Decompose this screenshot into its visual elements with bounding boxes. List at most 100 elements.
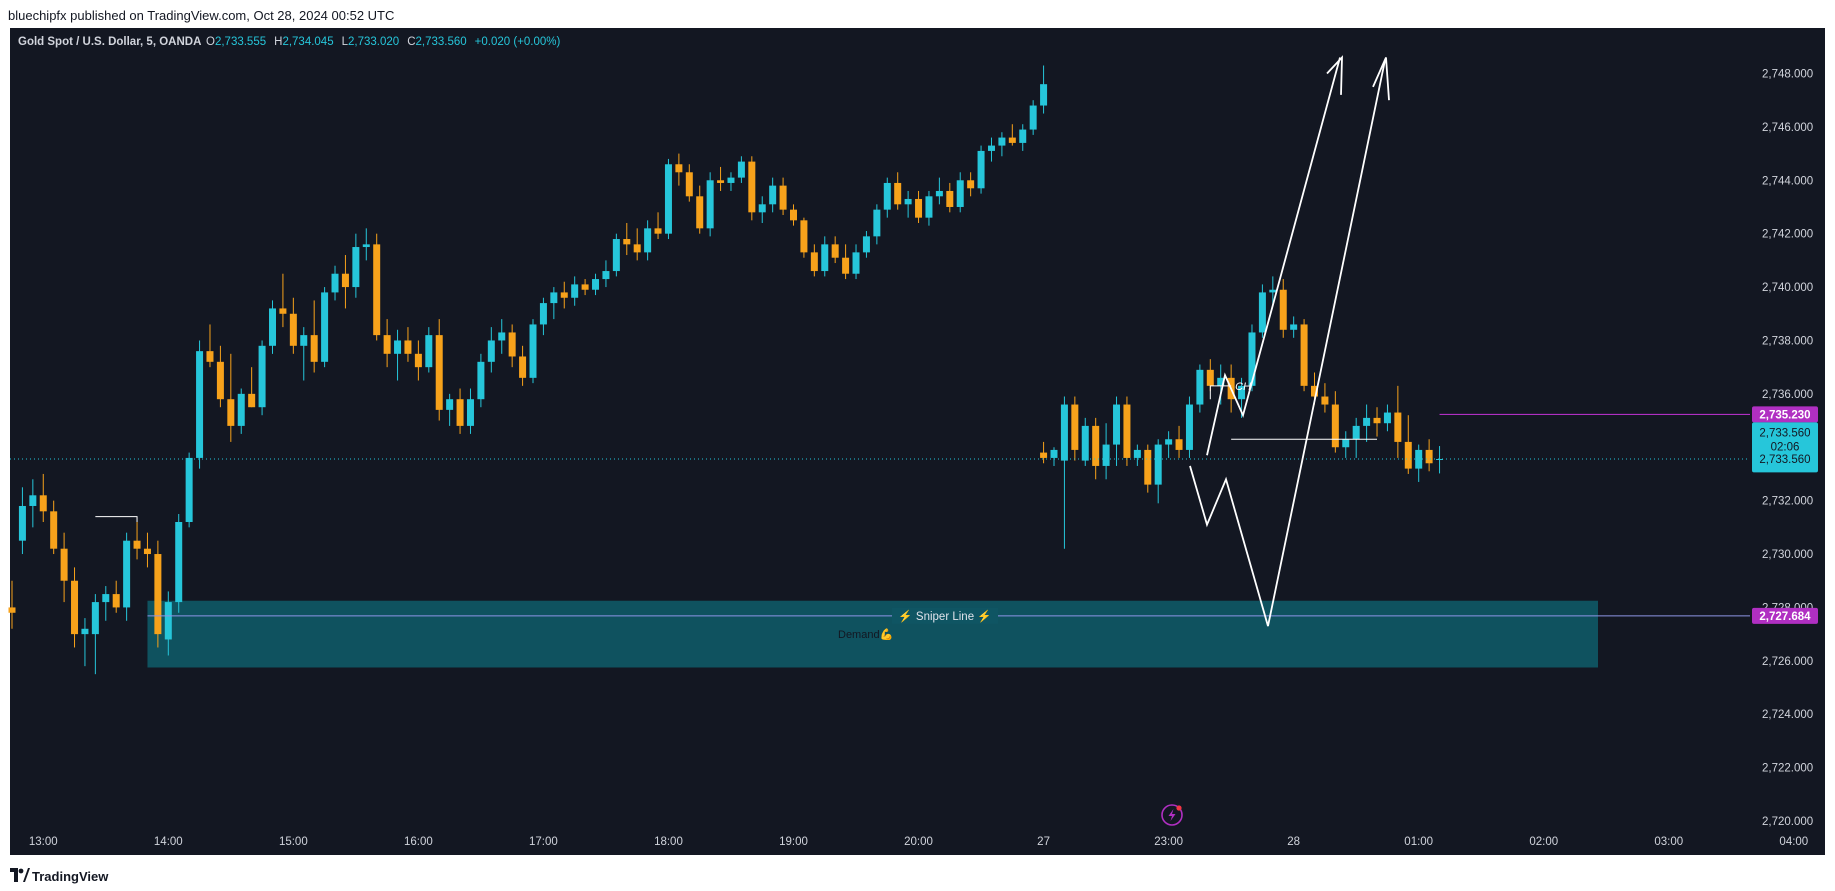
- candle-body: [1133, 449, 1141, 458]
- publisher-text: bluechipfx published on TradingView.com,…: [8, 8, 395, 23]
- candle-body: [977, 150, 985, 189]
- sniper-price-tag: 2,727.684: [1759, 611, 1811, 623]
- candle-body: [1060, 404, 1068, 461]
- candle-body: [1019, 129, 1027, 143]
- candle-body: [790, 209, 797, 221]
- candle-body: [321, 292, 329, 362]
- candle-body: [904, 198, 912, 205]
- candle-body: [748, 161, 756, 213]
- x-tick-label: 04:00: [1779, 836, 1808, 848]
- candle-body: [1269, 289, 1277, 293]
- candle-body: [60, 548, 68, 581]
- candle-body: [1196, 369, 1204, 405]
- choch-label: CH: [1235, 381, 1251, 393]
- candle-body: [873, 209, 881, 237]
- y-tick-label: 2,744.000: [1762, 175, 1813, 187]
- x-tick-label: 03:00: [1654, 836, 1683, 848]
- demand-zone: [147, 600, 1599, 668]
- countdown-tag: 02:06: [1771, 441, 1800, 453]
- candle-body: [258, 345, 266, 408]
- y-tick-label: 2,748.000: [1762, 69, 1813, 81]
- candle-body: [425, 335, 433, 368]
- current-price-tag: 2,733.560: [1759, 427, 1810, 439]
- candle-body: [487, 340, 495, 362]
- candle-body: [29, 495, 37, 506]
- candle-body: [362, 244, 370, 248]
- candle-body: [1008, 137, 1016, 143]
- candle-body: [654, 228, 662, 234]
- candle-body: [227, 399, 235, 426]
- resistance-price-tag-bg: [1752, 406, 1818, 423]
- change-value: +0.020 (+0.00%): [475, 36, 561, 48]
- x-tick-label: 14:00: [154, 836, 183, 848]
- candle-body: [560, 292, 568, 298]
- candle-body: [1436, 458, 1444, 460]
- candle-body: [1165, 439, 1173, 445]
- y-tick-label: 2,730.000: [1762, 549, 1813, 561]
- candle-body: [1331, 404, 1339, 448]
- candle-body: [196, 351, 204, 458]
- candle-body: [112, 594, 120, 608]
- candle-body: [50, 511, 58, 549]
- candle-body: [925, 196, 933, 218]
- chart-title: Gold Spot / U.S. Dollar, 5, OANDA: [18, 36, 201, 48]
- candle-body: [1279, 289, 1287, 330]
- high-value: 2,734.045: [282, 36, 333, 48]
- candle-body: [842, 257, 850, 274]
- candle-body: [352, 247, 360, 288]
- candle-body: [477, 361, 485, 400]
- candle-body: [987, 145, 995, 151]
- candle-body: [1175, 439, 1183, 450]
- candle-body: [1040, 452, 1048, 458]
- candle-body: [592, 279, 600, 290]
- candle-body: [91, 602, 99, 635]
- candle-body: [310, 335, 318, 362]
- candle-body: [894, 182, 902, 205]
- candle-body: [946, 190, 954, 207]
- alert-icon[interactable]: [1161, 804, 1183, 826]
- candle-body: [852, 252, 860, 274]
- candle-body: [279, 308, 287, 314]
- candle-body: [206, 351, 214, 362]
- open-value: 2,733.555: [215, 36, 266, 48]
- close-label: C: [407, 36, 415, 48]
- candle-body: [1352, 425, 1360, 440]
- candle-body: [1425, 449, 1433, 464]
- y-tick-label: 2,722.000: [1762, 763, 1813, 775]
- x-tick-label: 27: [1037, 836, 1050, 848]
- candle-body: [341, 273, 349, 288]
- candle-body: [967, 180, 975, 189]
- candle-body: [1102, 444, 1110, 466]
- tradingview-logo-icon: [10, 868, 30, 882]
- ohlc-readout: O2,733.555 H2,734.045 L2,733.020 C2,733.560…: [206, 36, 561, 48]
- sniper-line-label: ⚡ Sniper Line ⚡: [898, 609, 991, 623]
- candle-body: [1217, 377, 1225, 386]
- candle-body: [248, 393, 256, 408]
- resistance-price-tag: 2,735.230: [1759, 409, 1810, 421]
- candle-body: [164, 602, 172, 640]
- candle-body: [1404, 441, 1412, 469]
- candle-body: [18, 505, 26, 541]
- y-tick-label: 2,740.000: [1762, 282, 1813, 294]
- candle-body: [456, 399, 464, 426]
- close-value: 2,733.560: [416, 36, 467, 48]
- candle-body: [1383, 412, 1391, 424]
- x-tick-label: 16:00: [404, 836, 433, 848]
- candle-body: [81, 628, 89, 635]
- x-tick-label: 18:00: [654, 836, 683, 848]
- candle-body: [602, 271, 610, 280]
- candle-body: [237, 393, 245, 426]
- candle-body: [414, 353, 422, 368]
- candle-body: [519, 356, 527, 378]
- candle-body: [1029, 105, 1037, 130]
- current-price-tag-bg: [1752, 422, 1818, 473]
- structure-break-line: [95, 516, 138, 522]
- candle-body: [800, 220, 808, 253]
- candle-body: [685, 172, 693, 197]
- y-tick-label: 2,738.000: [1762, 335, 1813, 347]
- candle-body: [758, 204, 766, 213]
- candle-body: [394, 340, 402, 354]
- candle-body: [1092, 425, 1100, 466]
- candle-body: [331, 273, 339, 293]
